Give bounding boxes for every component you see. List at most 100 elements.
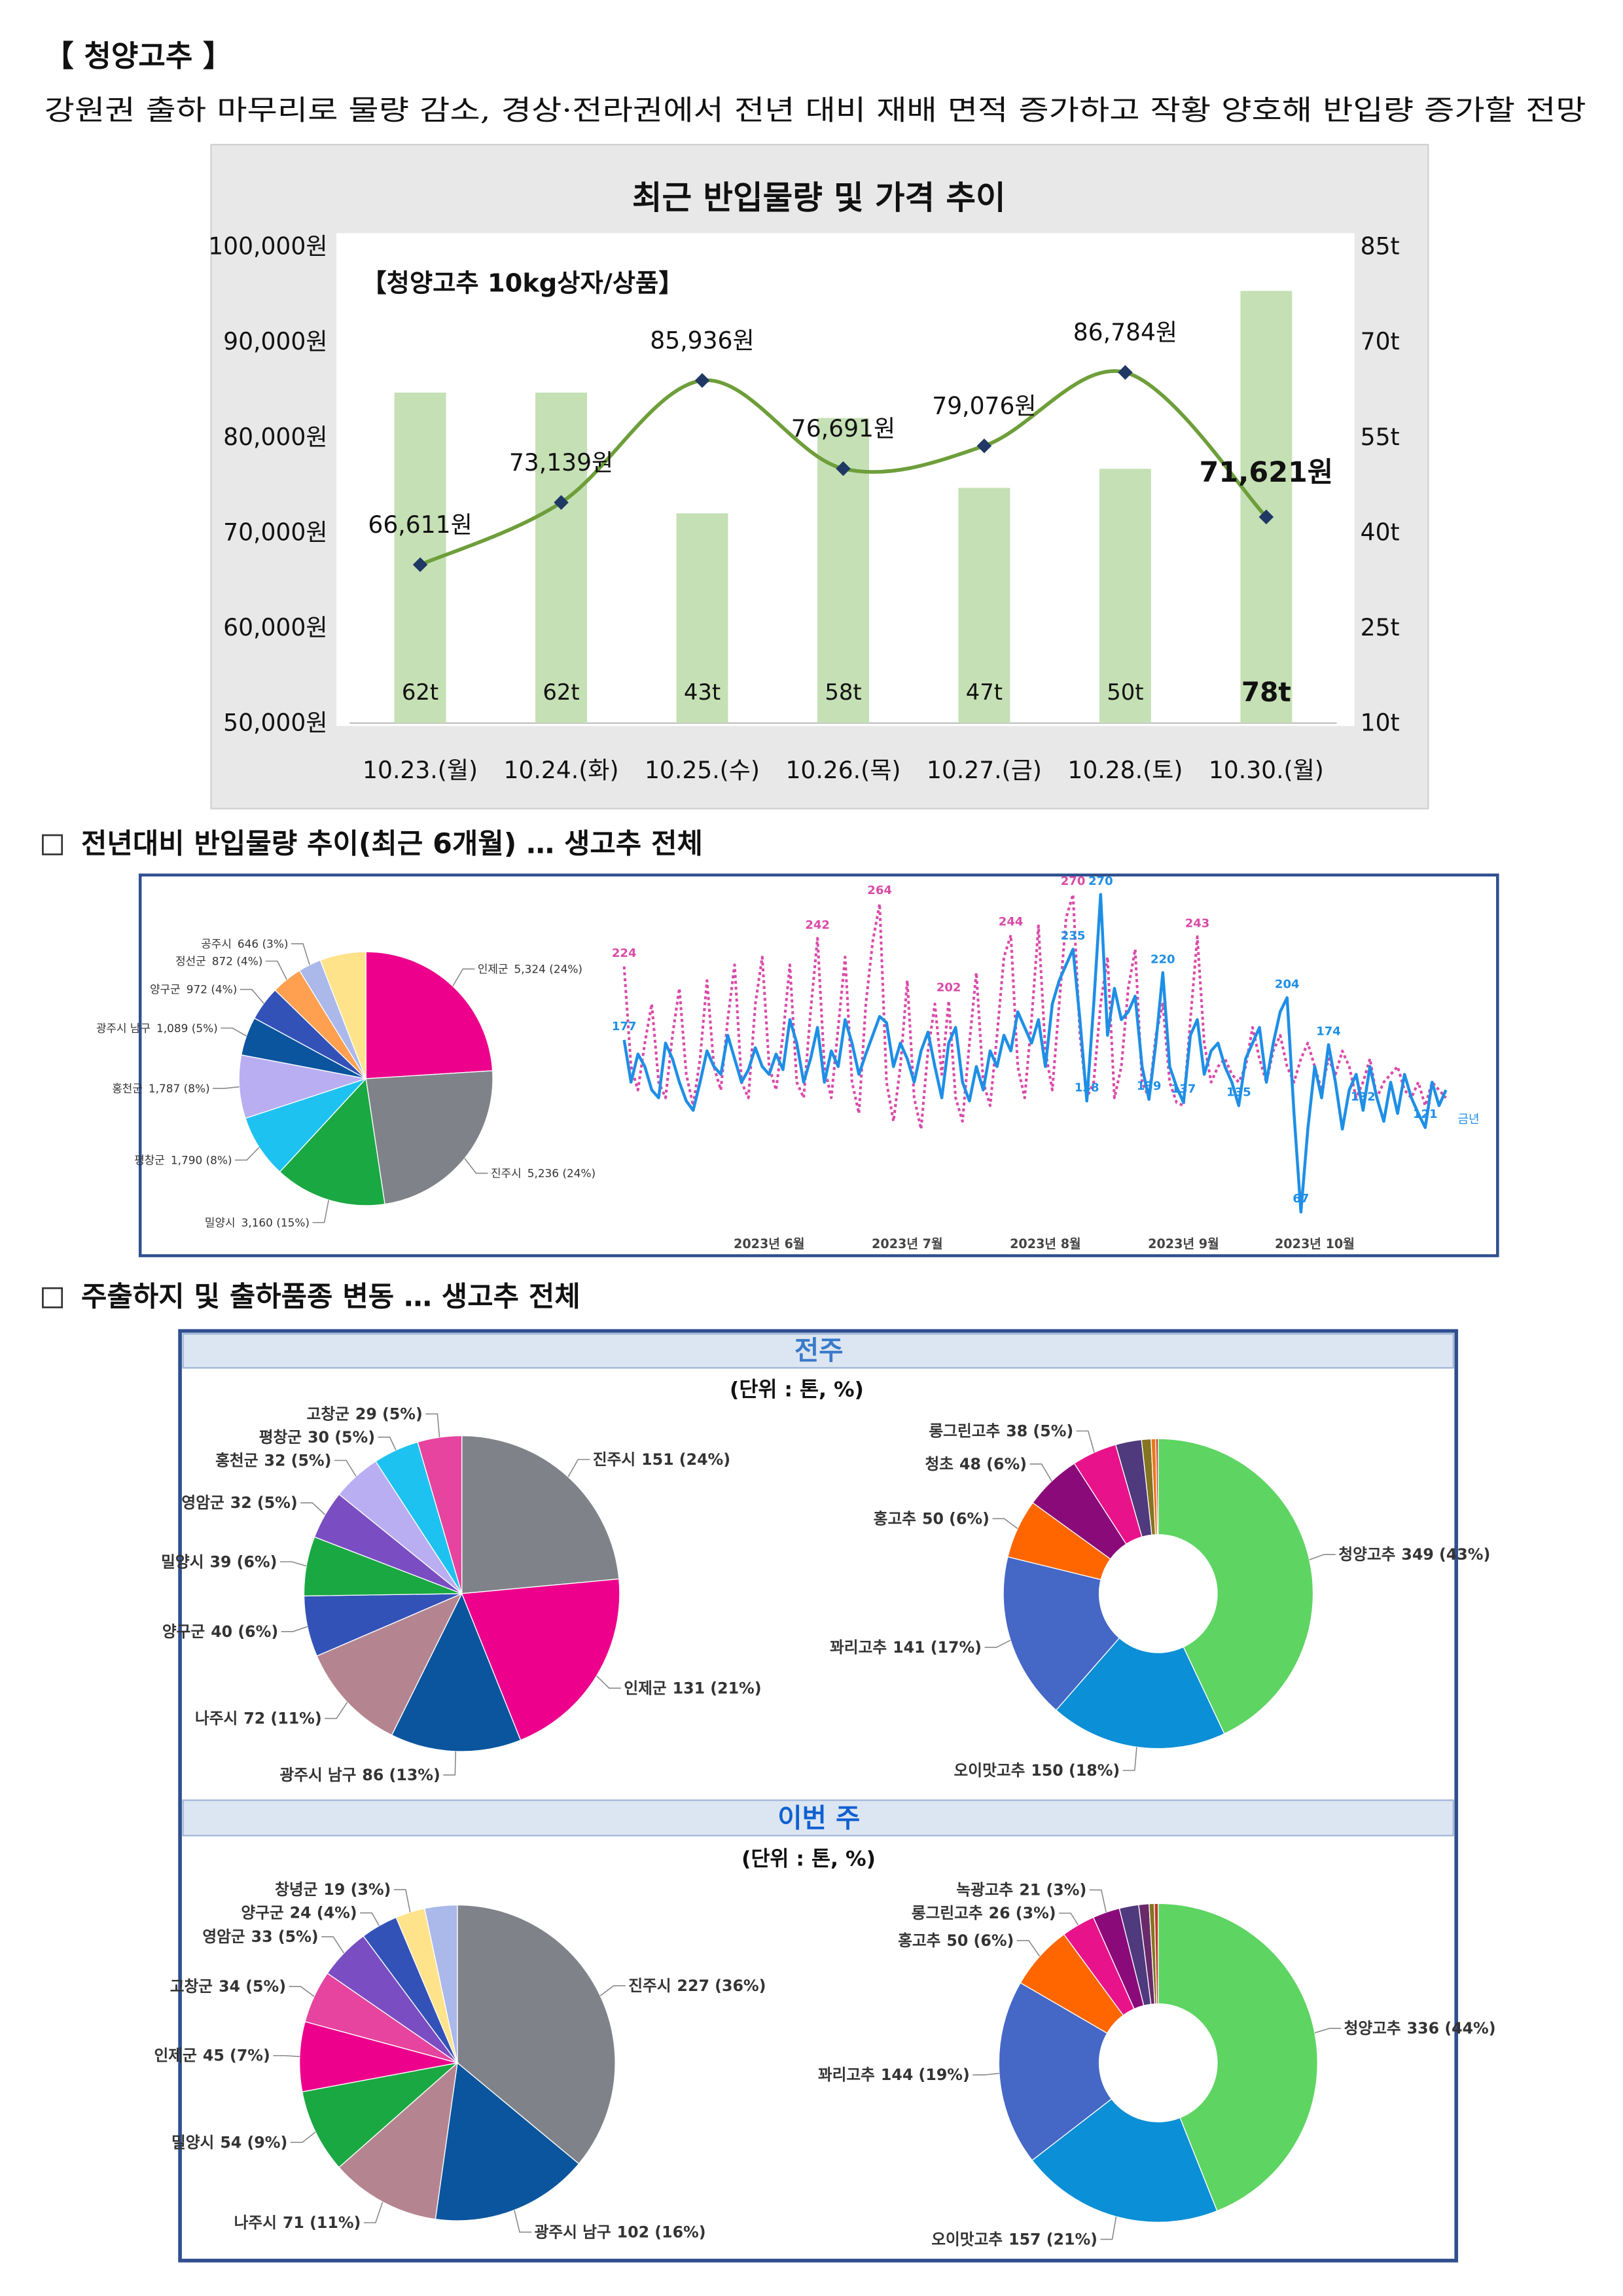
bar [1099,469,1151,723]
point-label: 177 [612,1020,637,1033]
bar [958,488,1010,723]
slice-value: 26 (3%) [989,1904,1056,1922]
slice-label: 인제군 5,324 (24%) [478,962,582,975]
doc-subtitle: 강원권 출하 마무리로 물량 감소, 경상·전라권에서 전년 대비 재배 면적 … [45,94,1586,127]
slice-name: 청초 [925,1455,954,1473]
slice-label: 롱그린고추 38 (5%) [929,1422,1073,1440]
y2-tick-label: 40t [1361,518,1400,546]
slice-label: 진주시 227 (36%) [628,1977,766,1995]
y-tick-label: 50,000원 [223,709,327,737]
slice-label: 꽈리고추 144 (19%) [818,2066,970,2084]
slice-value: 3,160 (15%) [241,1216,310,1229]
slice-label: 녹광고추 21 (3%) [956,1881,1086,1899]
slice-value: 48 (6%) [959,1455,1027,1473]
slice [316,1592,463,1736]
slice-value: 86 (13%) [362,1766,440,1784]
y2-tick-label: 25t [1361,614,1400,641]
slice-value: 151 (24%) [641,1450,730,1469]
slice-name: 평창군 [134,1153,165,1166]
leader-line [514,2210,532,2233]
slice [1003,1556,1120,1711]
slice-name: 밀양시 [161,1552,204,1571]
y2-tick-label: 10t [1361,709,1400,737]
slice-value: 38 (5%) [1006,1422,1073,1440]
leader-line [425,1413,440,1438]
slice-label: 꽈리고추 141 (17%) [830,1638,982,1657]
slice-name: 광주시 남구 [96,1022,151,1035]
leader-line [291,943,310,965]
slice-name: 롱그린고추 [912,1904,983,1922]
slice-label: 홍고추 50 (6%) [898,1931,1014,1950]
x-tick-label: 10.30.(월) [1209,757,1324,784]
slice [301,2062,459,2168]
slice [461,1435,620,1594]
point-label: 243 [1185,916,1210,930]
leader-line [360,1912,380,1926]
slice-value: 32 (5%) [230,1494,298,1512]
slice-label: 청양고추 336 (44%) [1344,2019,1496,2037]
point-label: 139 [1137,1079,1162,1093]
panel-title: 전주 [794,1335,844,1366]
bar [676,513,728,723]
section-heading: 전년대비 반입물량 추이(최근 6개월) … 생고추 전체 [81,828,703,861]
x-tick-label: 10.25.(수) [645,757,760,784]
slice-name: 청양고추 [1344,2019,1401,2037]
price-label: 76,691원 [791,415,895,442]
leader-line [281,1626,308,1632]
slice-value: 30 (5%) [308,1428,375,1446]
slice-name: 꽈리고추 [830,1638,887,1657]
point-label: 204 [1275,978,1300,992]
slice-label: 창녕군 19 (3%) [275,1880,391,1899]
leader-line [1314,2028,1342,2034]
x-tick-label: 2023년 6월 [734,1236,805,1251]
bar-value-label: 62t [402,679,438,705]
slice-name: 고창군 [170,1977,213,1996]
slice-name: 롱그린고추 [929,1422,1000,1440]
leader-line [1016,1940,1041,1957]
slice-name: 청양고추 [1338,1545,1395,1564]
x-tick-label: 2023년 10월 [1275,1236,1355,1251]
slice-label: 인제군 131 (21%) [624,1679,761,1697]
x-tick-label: 10.24.(화) [504,757,619,784]
slice-value: 72 (11%) [243,1710,321,1728]
slice-value: 40 (6%) [211,1623,278,1641]
slice-value: 33 (5%) [251,1928,319,1946]
leader-line [1029,1463,1052,1482]
slice-name: 영암군 [202,1928,245,1946]
leader-line [221,1027,247,1037]
slice-value: 102 (16%) [617,2223,706,2241]
slice-value: 227 (36%) [677,1977,766,1995]
y2-tick-label: 85t [1361,233,1400,260]
slice-label: 인제군 45 (7%) [154,2047,270,2065]
slice [1158,1903,1318,2212]
slice-value: 24 (4%) [290,1904,357,1922]
point-label: 220 [1150,952,1175,966]
point-label: 242 [805,918,830,932]
slice-name: 양구군 [241,1904,283,1922]
x-tick-label: 2023년 7월 [872,1236,943,1251]
price-marker [836,461,851,476]
bar-value-label: 62t [543,679,579,705]
point-label: 270 [1088,874,1113,888]
price-label: 79,076원 [932,392,1036,420]
series-line [622,893,1448,1214]
slice-label: 양구군 972 (4%) [150,983,237,996]
slice-label: 오이맛고추 150 (18%) [954,1761,1120,1780]
x-tick-label: 10.26.(목) [785,757,901,784]
slice-value: 1,089 (5%) [156,1022,218,1035]
leader-line [321,1936,345,1954]
point-label: 224 [612,946,637,960]
slice-value: 54 (9%) [220,2133,287,2151]
slice-name: 홍천군 [112,1082,143,1095]
slice-label: 양구군 40 (6%) [162,1623,278,1641]
slice [1031,2098,1218,2223]
slice [998,1982,1113,2161]
x-tick-label: 10.28.(토) [1067,757,1183,784]
leader-line [1100,2216,1117,2240]
leader-line [1089,1889,1107,1912]
leader-line [1122,1747,1137,1771]
slice-name: 홍천군 [215,1451,258,1469]
price-label: 85,936원 [650,327,754,354]
